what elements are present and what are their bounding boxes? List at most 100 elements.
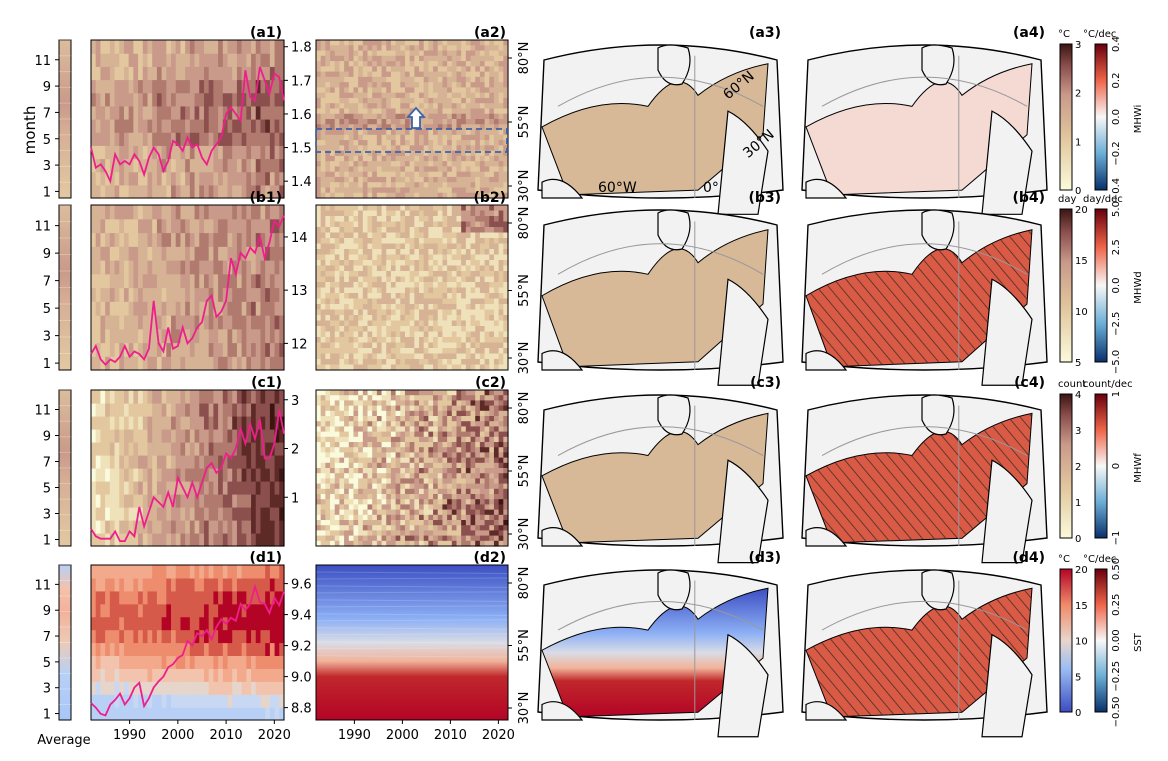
heat-cell <box>147 287 153 302</box>
heat-cell <box>362 353 369 360</box>
heat-cell <box>400 353 406 360</box>
heat-cell <box>161 301 167 316</box>
heat-cell <box>470 150 476 157</box>
heat-cell <box>381 45 387 52</box>
heat-cell <box>390 50 397 57</box>
heat-cell <box>334 243 341 250</box>
heat-cell <box>241 533 247 547</box>
heat-cell <box>128 301 134 316</box>
heat-cell <box>423 478 429 485</box>
heat-cell <box>419 282 425 289</box>
heat-cell <box>447 442 453 448</box>
heat-cell <box>100 520 106 534</box>
heat-cell <box>316 452 322 459</box>
heat-cell <box>344 478 350 485</box>
heat-cell <box>156 468 163 482</box>
heat-cell <box>100 158 106 173</box>
heat-cell <box>166 119 172 133</box>
heat-cell <box>133 260 139 275</box>
heat-cell <box>498 348 504 355</box>
heat-cell <box>484 282 490 289</box>
heat-cell <box>395 171 401 178</box>
heat-cell <box>423 108 429 115</box>
heat-cell <box>330 320 336 327</box>
heat-cell <box>442 287 448 294</box>
heat-cell <box>386 431 392 438</box>
month-tick-label: 1 <box>43 534 51 549</box>
heat-cell <box>109 79 116 94</box>
heat-cell <box>358 76 364 83</box>
heat-cell <box>493 87 500 94</box>
heat-cell <box>218 356 224 371</box>
heat-cell <box>316 293 322 300</box>
heat-cell <box>227 533 233 547</box>
heat-cell <box>255 301 262 316</box>
heat-cell <box>428 254 434 261</box>
heat-cell <box>353 55 359 62</box>
heat-cell <box>423 254 429 261</box>
heat-cell <box>123 520 130 534</box>
heat-cell <box>358 45 364 52</box>
heat-cell <box>376 140 383 146</box>
heat-cell <box>395 342 401 349</box>
heat-cell <box>194 246 200 261</box>
heat-cell <box>433 187 439 194</box>
heat-cell <box>461 337 467 344</box>
heat-cell <box>437 431 444 438</box>
heat-cell <box>400 150 406 157</box>
heat-cell <box>447 221 453 228</box>
heat-cell <box>433 326 439 333</box>
heat-cell <box>461 134 467 141</box>
heat-cell <box>339 97 345 104</box>
heat-cell <box>428 66 434 73</box>
heat-cell <box>339 140 345 146</box>
heat-cell <box>95 273 102 289</box>
heat-cell <box>395 483 401 490</box>
heat-cell <box>451 92 458 99</box>
heat-cell <box>465 353 472 360</box>
heat-cell <box>166 105 172 120</box>
heat-cell <box>353 436 359 443</box>
heat-cell <box>218 468 224 482</box>
heat-cell <box>161 53 167 67</box>
heat-cell <box>180 356 186 371</box>
heat-cell <box>232 260 238 275</box>
heat-cell <box>325 108 331 115</box>
heat-cell <box>362 61 369 67</box>
heat-cell <box>372 103 378 110</box>
heat-cell <box>152 53 158 67</box>
heat-cell <box>390 304 397 311</box>
heat-cell <box>489 134 495 141</box>
heat-cell <box>123 416 130 430</box>
heat-cell <box>348 124 355 131</box>
heat-cell <box>437 155 444 162</box>
heat-cell <box>395 287 401 294</box>
heat-cell <box>423 227 429 234</box>
heat-cell <box>381 210 387 217</box>
heat-cell <box>91 158 97 173</box>
heat-cell <box>404 400 411 407</box>
heat-cell <box>274 315 280 330</box>
heat-cell <box>484 182 490 189</box>
annual-mean-line <box>90 409 285 542</box>
heat-cell <box>348 161 355 167</box>
heat-cell <box>433 499 439 505</box>
annual-mean-line <box>90 66 285 185</box>
heat-cell <box>152 79 158 94</box>
heat-cell <box>451 271 458 278</box>
heat-cell <box>232 455 238 469</box>
heat-cell <box>367 50 373 57</box>
heat-cell <box>344 353 350 360</box>
heat-cell <box>320 119 326 125</box>
heat-cell <box>367 161 373 167</box>
heat-cell <box>475 249 481 256</box>
heat-cell <box>447 97 453 104</box>
heat-cell <box>251 533 257 547</box>
heat-cell <box>222 92 229 107</box>
heat-cell <box>414 150 420 157</box>
heat-cell <box>395 276 401 283</box>
heat-cell <box>348 205 355 212</box>
heat-cell <box>498 216 504 223</box>
heat-cell <box>498 161 504 167</box>
heat-cell <box>428 119 434 125</box>
